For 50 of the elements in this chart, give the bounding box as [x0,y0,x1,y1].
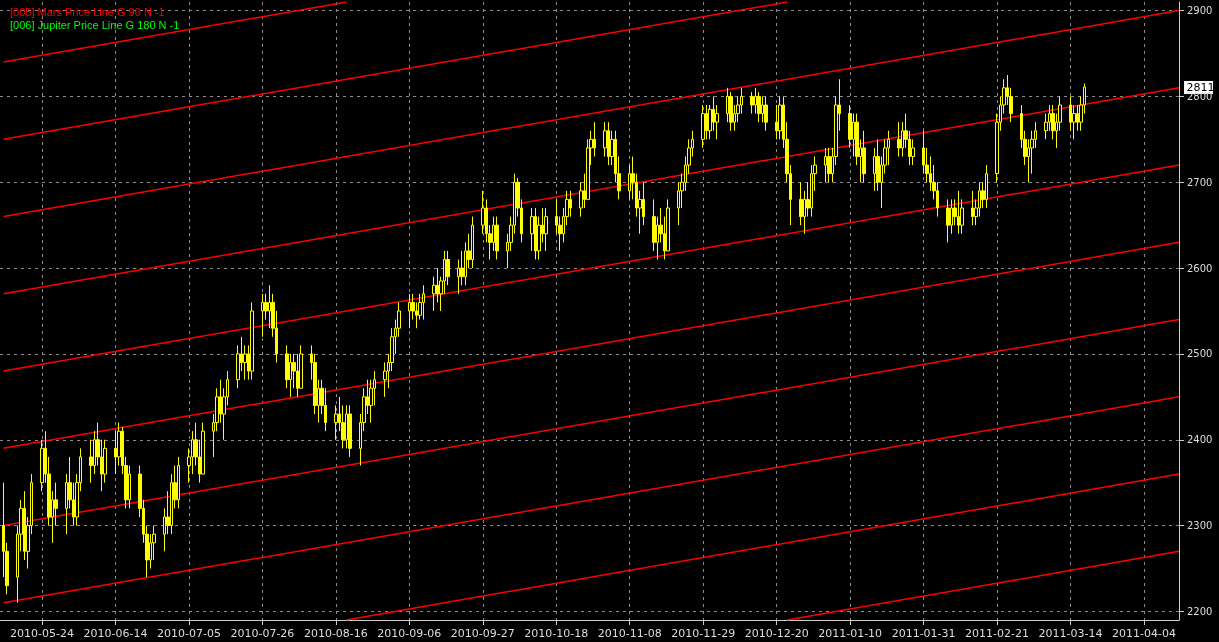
candlestick [757,91,761,123]
x-tick-label: 2010-07-05 [156,627,221,640]
candlestick [957,190,960,235]
candlestick [729,91,733,132]
x-tick-label: 2010-06-14 [83,627,148,640]
candlestick [862,130,866,183]
x-tick-label: 2011-03-14 [1038,627,1103,640]
y-tick-label: 2600 [1187,262,1213,274]
candlestick [897,121,901,157]
x-tick-label: 2011-02-21 [965,627,1030,640]
x-tick-label: 2010-11-29 [671,627,736,640]
y-tick-label: 2700 [1187,176,1213,188]
x-tick-label: 2010-12-20 [744,627,809,640]
candlestick [827,147,831,183]
candlestick [177,456,180,509]
candlestick [534,207,537,260]
x-tick-label: 2011-01-10 [818,627,883,640]
candlestick [408,293,411,329]
candlestick [471,216,474,269]
candlestick [824,147,827,183]
candlestick [701,104,705,149]
candlestick [607,121,610,166]
candlestick [764,95,768,132]
candlestick [985,164,988,209]
candlestick [971,190,974,226]
annotation: [005] Mars Price Line G 90 N -1 [10,5,165,18]
candlestick [750,91,754,115]
x-tick-label: 2010-07-26 [230,627,295,640]
x-tick-label: 2010-11-08 [597,627,662,640]
x-tick-label: 2010-10-18 [524,627,589,640]
candlestick [250,301,254,381]
candlestick [422,284,425,321]
candlestick [348,404,352,458]
x-tick-label: 2010-09-06 [377,627,442,640]
annotation: [006] Jupiter Price Line G 180 N -1 [10,18,180,31]
y-tick-label: 2400 [1187,434,1213,446]
y-tick-label: 2200 [1187,605,1213,617]
x-tick-label: 2011-04-04 [1112,627,1176,640]
text: 2811 [1186,81,1215,95]
y-tick-label: 2900 [1187,5,1213,17]
x-tick-label: 2011-01-31 [891,627,956,640]
candlestick [495,216,499,260]
candlestick [946,198,950,243]
y-tick-label: 2300 [1187,520,1213,532]
candlestick [261,293,264,338]
x-tick-label: 2010-08-16 [303,627,368,640]
x-tick-label: 2010-05-24 [10,627,74,640]
x-tick-label: 2010-09-27 [450,627,515,640]
candlestick [544,207,548,252]
y-tick-label: 2500 [1187,348,1213,360]
